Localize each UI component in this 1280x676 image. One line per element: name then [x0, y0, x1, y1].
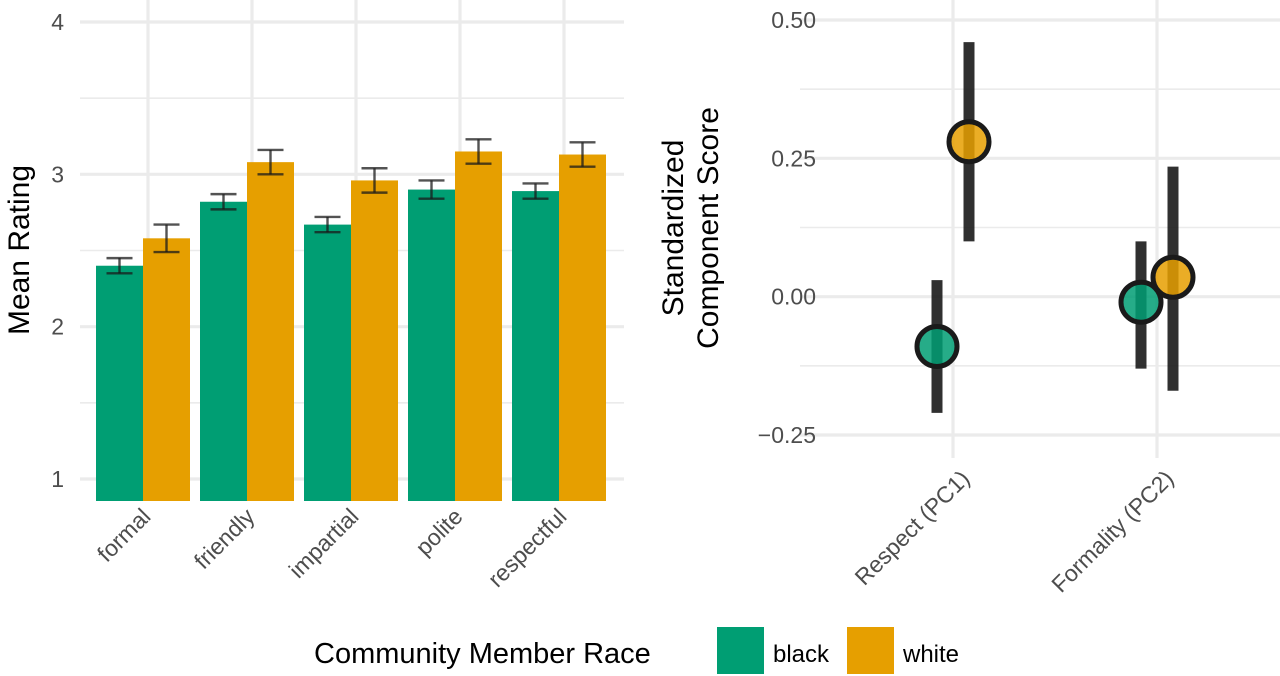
- bar-chart-y-ticks: 1 2 3 4: [51, 9, 64, 492]
- bar-white-friendly: [247, 162, 294, 501]
- bar-black-friendly: [200, 201, 247, 501]
- point-black-Respect (PC1): [914, 323, 960, 369]
- bar-black-impartial: [304, 224, 351, 501]
- pc-score-panel: −0.25 0.00 0.25 0.50 Respect (PC1) Formality…: [657, 0, 1280, 597]
- bar-white-impartial: [351, 180, 398, 501]
- bar-chart-x-tick-label: respectful: [483, 503, 572, 592]
- bar-chart-x-tick-label: friendly: [189, 503, 260, 574]
- legend-label-black: black: [773, 641, 830, 668]
- bar-chart-y-tick-label: 4: [51, 9, 64, 35]
- bar-black-formal: [96, 265, 143, 501]
- bar-chart-y-axis-title: Mean Rating: [3, 165, 36, 335]
- pc-score-y-tick-label: 0.50: [771, 7, 816, 33]
- pc-score-y-ticks: −0.25 0.00 0.25 0.50: [758, 7, 816, 448]
- bar-chart-x-tick-label: formal: [92, 503, 156, 567]
- pc-score-points: [914, 119, 1196, 369]
- pc-score-y-tick-label: 0.00: [771, 284, 816, 310]
- pc-score-x-tick-label: Formality (PC2): [1046, 465, 1178, 597]
- bar-black-respectful: [512, 191, 559, 501]
- bar-chart-x-tick-label: impartial: [284, 503, 364, 583]
- pc-score-y-axis-title-line-1: Standardized: [657, 140, 690, 317]
- legend-swatch-white: [847, 627, 894, 674]
- bar-white-polite: [455, 151, 502, 501]
- pc-score-x-ticks: Respect (PC1) Formality (PC2): [849, 465, 1178, 597]
- pc-score-grid: [800, 0, 1280, 458]
- pc-score-y-axis-title-line-2: Component Score: [692, 107, 725, 349]
- bar-chart-bars: [96, 151, 606, 502]
- pc-score-y-axis-title: Standardized Component Score: [657, 107, 725, 349]
- pc-score-x-tick-label: Respect (PC1): [849, 465, 974, 590]
- point-white-Formality (PC2): [1150, 254, 1196, 300]
- bar-chart-panel: 1 2 3 4 formal friendly impartial polite respec…: [3, 0, 624, 592]
- legend: Community Member Race black white: [314, 627, 959, 674]
- bar-chart-error-bars: [106, 138, 596, 275]
- legend-label-white: white: [902, 641, 959, 668]
- bar-chart-x-tick-label: polite: [410, 503, 467, 560]
- bar-chart-x-ticks: formal friendly impartial polite respectful: [92, 503, 572, 592]
- pc-score-y-tick-label: −0.25: [758, 422, 816, 448]
- legend-title: Community Member Race: [314, 638, 651, 670]
- legend-swatch-black: [717, 627, 764, 674]
- pc-score-y-tick-label: 0.25: [771, 145, 816, 171]
- bar-black-polite: [408, 189, 455, 502]
- bar-chart-y-tick-label: 2: [51, 314, 64, 340]
- bar-white-respectful: [559, 154, 606, 501]
- point-white-Respect (PC1): [946, 119, 992, 165]
- point-black-Formality (PC2): [1118, 279, 1164, 325]
- bar-white-formal: [143, 238, 190, 501]
- bar-chart-y-tick-label: 1: [51, 466, 64, 492]
- bar-chart-y-tick-label: 3: [51, 161, 64, 187]
